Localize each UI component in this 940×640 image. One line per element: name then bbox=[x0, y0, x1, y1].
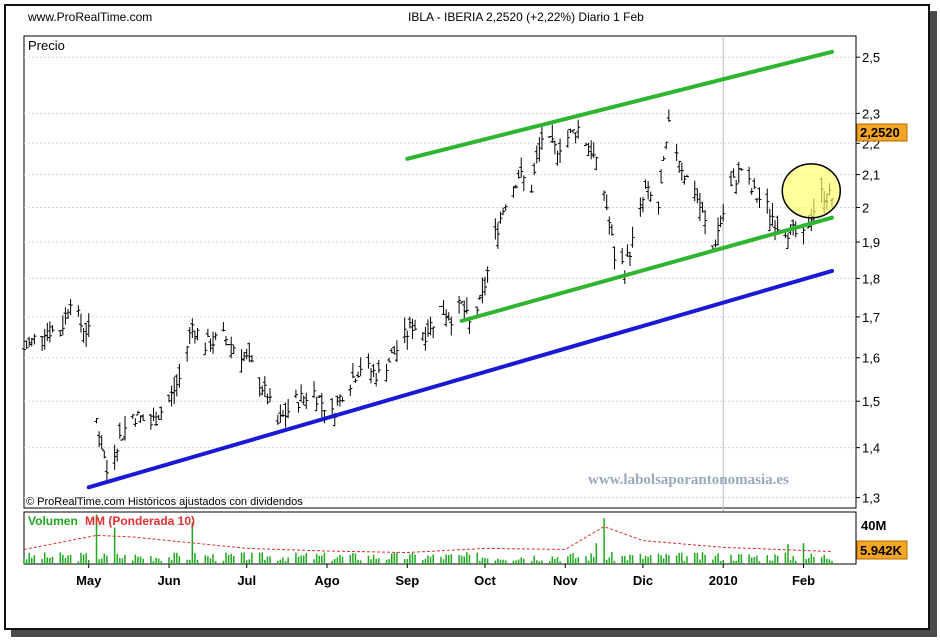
volume-panel bbox=[23, 511, 857, 565]
y-tick-label: 1,6 bbox=[862, 351, 880, 366]
watermark: www.labolsaporantonomasia.es bbox=[588, 472, 789, 488]
x-tick-label: Sep bbox=[395, 573, 419, 588]
last-price-value: 2,2520 bbox=[860, 125, 900, 140]
x-tick-label: May bbox=[76, 573, 102, 588]
x-tick-label: Jul bbox=[237, 573, 256, 588]
y-tick-label: 2,3 bbox=[862, 106, 880, 121]
last-price-badge bbox=[856, 123, 908, 142]
volume-tick-40m: 40M bbox=[861, 518, 886, 533]
y-tick-label: 1,8 bbox=[862, 271, 880, 286]
x-tick-label: Oct bbox=[474, 573, 496, 588]
price-panel: 1,31,41,51,61,71,81,922,12,22,32,5 bbox=[22, 35, 880, 564]
price-label: Precio bbox=[28, 38, 65, 53]
x-tick-label: Nov bbox=[553, 573, 578, 588]
highlight-circle bbox=[781, 163, 842, 219]
y-tick-label: 1,9 bbox=[862, 235, 880, 250]
y-tick-label: 1,5 bbox=[862, 394, 880, 409]
x-tick-label: Ago bbox=[314, 573, 339, 588]
x-tick-label: Jun bbox=[157, 573, 180, 588]
y-tick-label: 2,1 bbox=[862, 168, 880, 183]
volume-ma-line bbox=[23, 526, 833, 554]
last-volume-value: 5.942K bbox=[860, 543, 903, 558]
channel-upper-line bbox=[405, 49, 834, 161]
long-support-line bbox=[86, 268, 834, 490]
x-tick-label: Dic bbox=[633, 573, 653, 588]
y-tick-label: 1,7 bbox=[862, 310, 880, 325]
y-tick-label: 1,3 bbox=[862, 491, 880, 506]
x-tick-label: 2010 bbox=[709, 573, 738, 588]
y-tick-label: 2,5 bbox=[862, 50, 880, 65]
ticker-title: IBLA - IBERIA 2,2520 (+2,22%) Diario 1 F… bbox=[408, 10, 644, 24]
site-label: www.ProRealTime.com bbox=[28, 10, 153, 24]
y-tick-label: 1,4 bbox=[862, 441, 880, 456]
x-tick-label: Feb bbox=[792, 573, 815, 588]
volume-label: Volumen bbox=[28, 514, 78, 528]
volume-ma-label: MM (Ponderada 10) bbox=[85, 514, 195, 528]
history-note: © ProRealTime.com Históricos ajustados c… bbox=[26, 496, 303, 508]
price-panel-border bbox=[23, 35, 857, 509]
channel-lower-line bbox=[459, 215, 834, 323]
y-tick-label: 2 bbox=[862, 200, 869, 215]
last-volume-badge bbox=[856, 540, 908, 560]
